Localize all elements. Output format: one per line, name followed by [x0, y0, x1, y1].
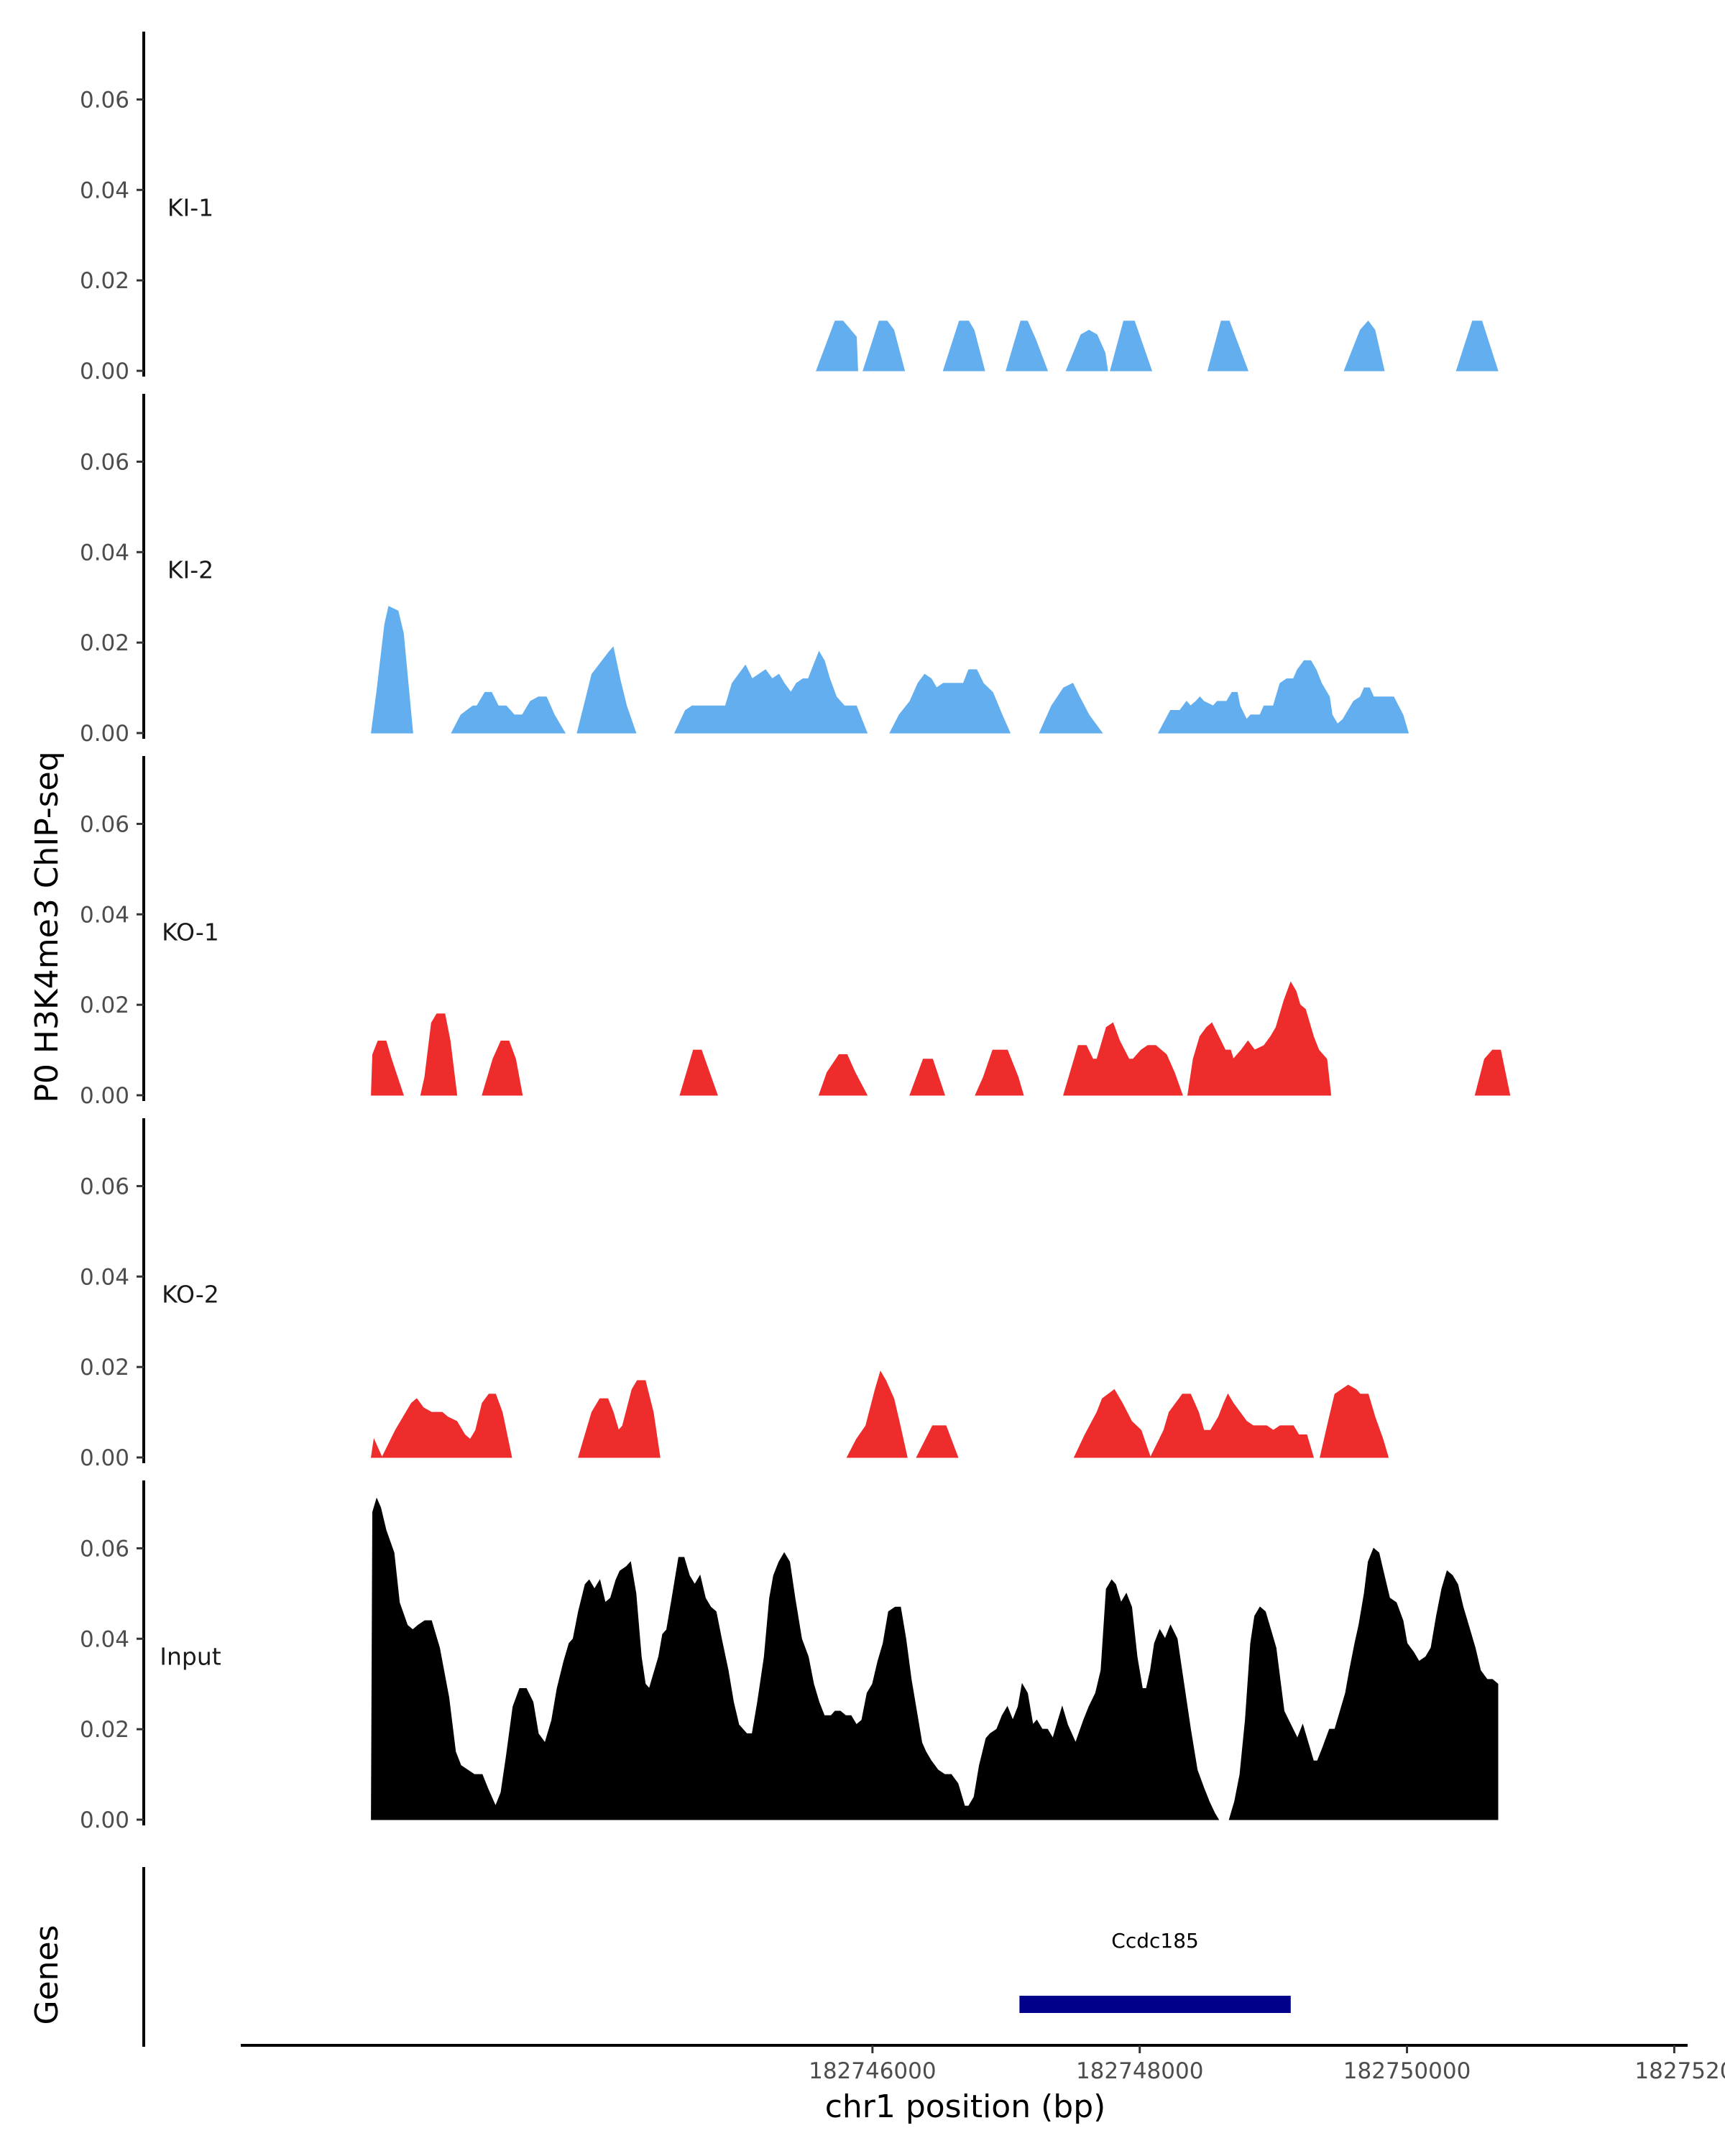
signal-peak — [1474, 1049, 1511, 1096]
signal-peak — [818, 1054, 868, 1096]
signal-peak — [975, 1049, 1024, 1096]
y-tick-label: 0.04 — [80, 540, 129, 566]
y-tick-label: 0.04 — [80, 1264, 129, 1290]
signal-peak — [482, 1041, 523, 1096]
signal-peak — [1207, 321, 1249, 372]
signal-peak — [1157, 660, 1409, 734]
signal-peak — [916, 1425, 959, 1458]
signal-peak — [889, 669, 1011, 734]
x-axis-title: chr1 position (bp) — [825, 2088, 1106, 2125]
y-tick-label: 0.04 — [80, 902, 129, 928]
signal-peak — [451, 691, 566, 734]
signal-peak — [1063, 1022, 1183, 1096]
y-axis-title: P0 H3K4me3 ChIP-seq — [29, 751, 65, 1102]
signal-peak — [371, 1438, 383, 1458]
y-tick-label: 0.02 — [80, 992, 129, 1018]
signal-peak — [942, 321, 985, 372]
track-ki-2: 0.00 0.02 0.04 0.06 KI-2 — [80, 394, 1409, 747]
y-tick-label: 0.00 — [80, 1807, 129, 1833]
signal-peak — [1187, 981, 1332, 1096]
signal-peak — [846, 1370, 908, 1458]
signal-peak — [679, 1049, 718, 1096]
signal-peak — [862, 321, 906, 372]
gene-label: Ccdc185 — [1111, 1929, 1199, 1953]
y-tick-label: 0.04 — [80, 178, 129, 203]
y-tick-label: 0.00 — [80, 359, 129, 384]
track-label: KO-1 — [162, 918, 219, 946]
track-ko-2: 0.00 0.02 0.04 0.06 KO-2 — [80, 1118, 1389, 1471]
signal-peak — [371, 1497, 1220, 1820]
y-tick-label: 0.02 — [80, 630, 129, 656]
y-tick-label: 0.06 — [80, 811, 129, 837]
y-tick-label: 0.00 — [80, 1083, 129, 1109]
genes-axis-title: Genes — [29, 1925, 65, 2024]
signal-peak — [1006, 321, 1049, 372]
signal-peak — [673, 650, 868, 734]
y-tick-label: 0.02 — [80, 268, 129, 294]
track-input: 0.00 0.02 0.04 0.06 Input — [80, 1480, 1499, 1833]
signal-peak — [1110, 321, 1153, 372]
x-tick-label: 182748000 — [1076, 2058, 1204, 2084]
y-tick-label: 0.02 — [80, 1355, 129, 1381]
y-tick-label: 0.00 — [80, 721, 129, 747]
signal-peak — [578, 1380, 661, 1458]
y-tick-label: 0.06 — [80, 1536, 129, 1562]
signal-peak — [420, 1013, 458, 1096]
signal-peak — [816, 321, 858, 372]
y-tick-label: 0.06 — [80, 1174, 129, 1199]
x-axis: 182746000 182748000 182750000 1827520 — [241, 2044, 1725, 2084]
signal-peak — [371, 1041, 404, 1096]
track-ki-1: 0.00 0.02 0.04 0.06 KI-1 — [80, 32, 1499, 384]
signal-peak — [1228, 1547, 1499, 1820]
signal-peak — [1065, 329, 1108, 372]
signal-peak — [381, 1393, 512, 1458]
track-label: Input — [160, 1642, 221, 1670]
track-ko-1: 0.00 0.02 0.04 0.06 KO-1 — [80, 756, 1511, 1109]
signal-peak — [1039, 683, 1103, 734]
x-tick-label: 182746000 — [809, 2058, 937, 2084]
y-tick-label: 0.04 — [80, 1626, 129, 1652]
x-tick-label: 1827520 — [1634, 2058, 1725, 2084]
x-tick-label: 182750000 — [1343, 2058, 1471, 2084]
track-label: KI-2 — [167, 556, 213, 584]
signal-peak — [576, 646, 637, 734]
signal-peak — [1320, 1384, 1389, 1458]
gene-bar-ccdc185 — [1019, 1996, 1291, 2013]
signal-peak — [1343, 321, 1385, 372]
y-tick-label: 0.02 — [80, 1717, 129, 1743]
gene-track: Ccdc185 — [142, 1867, 1291, 2047]
signal-tracks: 0.00 0.02 0.04 0.06 KI-1 0.00 0.02 0.04 0.06 KI-2… — [80, 32, 1511, 1833]
y-tick-label: 0.06 — [80, 87, 129, 113]
y-tick-label: 0.06 — [80, 449, 129, 475]
signal-peak — [1455, 321, 1499, 372]
signal-peak — [1149, 1393, 1315, 1458]
signal-peak — [909, 1059, 945, 1096]
signal-peak — [1073, 1388, 1151, 1458]
track-label: KI-1 — [167, 193, 213, 221]
track-label: KO-2 — [162, 1280, 219, 1308]
y-tick-label: 0.00 — [80, 1445, 129, 1471]
signal-peak — [371, 606, 413, 734]
